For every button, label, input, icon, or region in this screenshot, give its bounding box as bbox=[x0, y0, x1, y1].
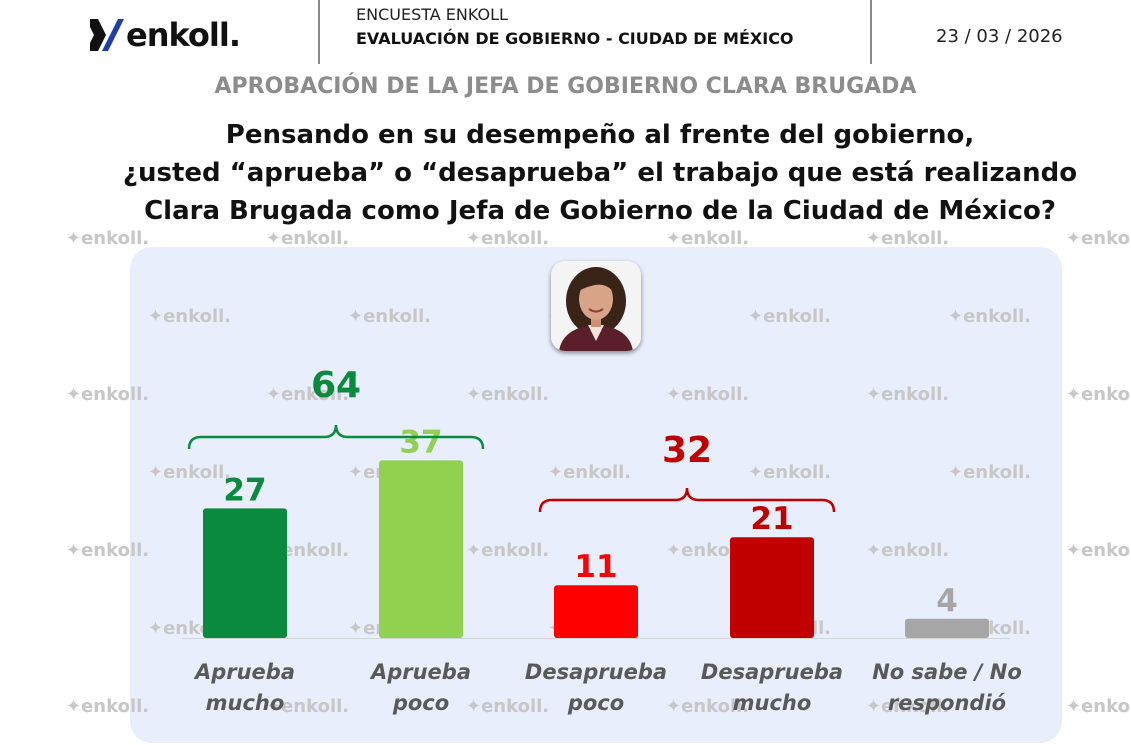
question-line-2: ¿usted “aprueba” o “desaprueba” el traba… bbox=[122, 158, 1078, 188]
group-brace-0 bbox=[187, 424, 485, 450]
bar-4 bbox=[905, 618, 989, 638]
question-line-1: Pensando en su desempeño al frente del g… bbox=[225, 120, 975, 150]
enkoll-logo-text: enkoll. bbox=[126, 16, 241, 54]
survey-date: 23 / 03 / 2026 bbox=[936, 26, 1063, 47]
survey-info: ENCUESTA ENKOLL EVALUACIÓN DE GOBIERNO -… bbox=[356, 5, 794, 48]
portrait-image bbox=[551, 261, 641, 351]
header-divider-left bbox=[318, 0, 320, 64]
header-divider-right bbox=[870, 0, 872, 64]
bar-value-label-3: 21 bbox=[750, 501, 793, 537]
category-label-4-line-1: respondió bbox=[888, 691, 1006, 715]
bar-2 bbox=[554, 585, 638, 638]
enkoll-logo: enkoll. bbox=[88, 10, 241, 60]
category-label-4-line-0: No sabe / No bbox=[872, 660, 1022, 684]
group-total-label-1: 32 bbox=[662, 430, 712, 471]
enkoll-logo-mark-icon bbox=[90, 19, 124, 51]
survey-question: Pensando en su desempeño al frente del g… bbox=[60, 116, 1131, 230]
category-label-3-line-0: Desaprueba bbox=[701, 660, 843, 684]
survey-label: ENCUESTA ENKOLL bbox=[356, 5, 508, 24]
bar-3 bbox=[730, 537, 814, 638]
bar-0 bbox=[203, 508, 287, 638]
category-label-1-line-1: poco bbox=[392, 691, 449, 715]
group-total-label-0: 64 bbox=[311, 365, 361, 406]
bar-value-label-0: 27 bbox=[223, 472, 266, 508]
category-label-3-line-1: mucho bbox=[733, 691, 812, 715]
category-label-0-line-1: mucho bbox=[206, 691, 285, 715]
bar-value-label-4: 4 bbox=[936, 583, 958, 619]
category-label-2-line-1: poco bbox=[567, 691, 624, 715]
bar-value-label-1: 37 bbox=[399, 424, 442, 460]
clara-brugada-photo bbox=[551, 261, 641, 351]
bar-value-label-2: 11 bbox=[574, 549, 617, 585]
category-label-1-line-0: Aprueba bbox=[369, 660, 471, 684]
category-label-2-line-0: Desaprueba bbox=[525, 660, 667, 684]
survey-title: EVALUACIÓN DE GOBIERNO - CIUDAD DE MÉXIC… bbox=[356, 29, 794, 48]
bar-1 bbox=[379, 460, 463, 638]
question-line-3: Clara Brugada como Jefa de Gobierno de l… bbox=[144, 196, 1056, 226]
group-brace-1 bbox=[538, 487, 836, 513]
chart-subtitle: APROBACIÓN DE LA JEFA DE GOBIERNO CLARA … bbox=[214, 74, 917, 99]
category-label-0-line-0: Aprueba bbox=[193, 660, 295, 684]
